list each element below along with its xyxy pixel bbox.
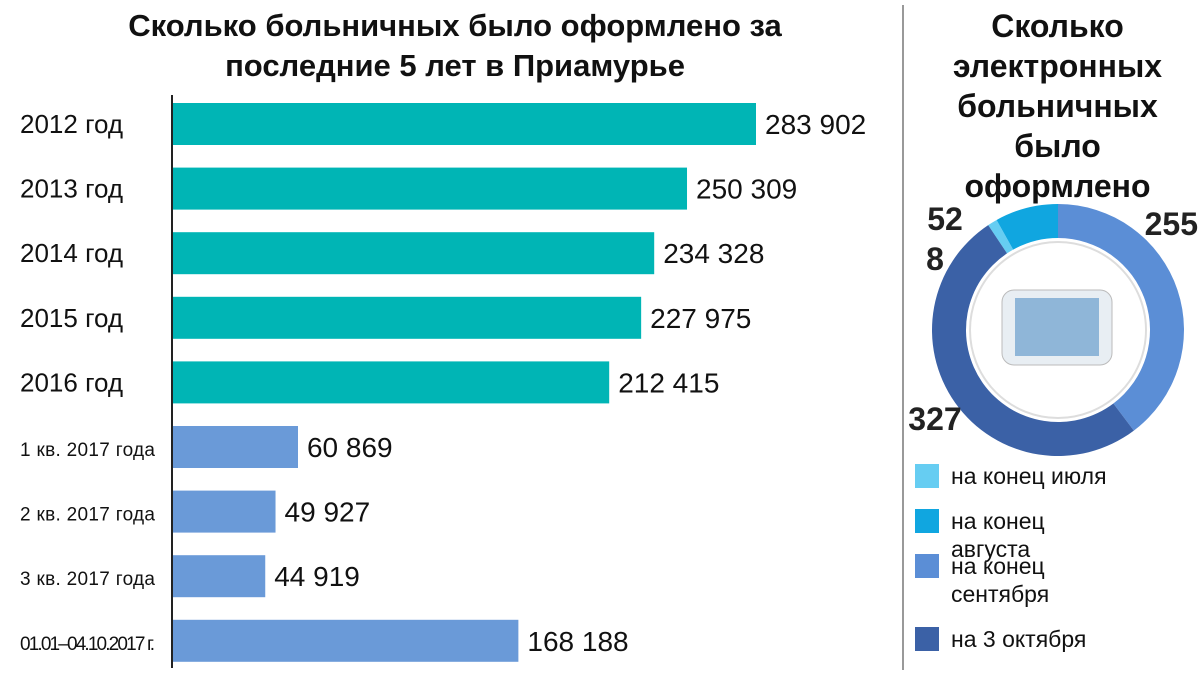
legend-label: на 3 октября xyxy=(951,626,1087,652)
donut-chart-title: Сколько электронных больничных было офор… xyxy=(952,8,1163,204)
legend-item: на конец августа xyxy=(915,507,1111,563)
value-label: 49 927 xyxy=(285,497,371,528)
category-label: 2 кв. 2017 года xyxy=(20,505,155,526)
slice-value-label: 255 xyxy=(1145,206,1198,242)
category-label: 2016 год xyxy=(20,367,123,397)
category-label: 2014 год xyxy=(20,238,123,268)
value-label: 227 975 xyxy=(650,303,751,334)
value-label: 168 188 xyxy=(527,626,628,657)
legend-label: на конец июля xyxy=(951,463,1107,489)
legend-swatch xyxy=(915,627,939,651)
value-label: 283 902 xyxy=(765,109,866,140)
bar xyxy=(173,167,688,210)
value-label: 44 919 xyxy=(274,561,360,592)
category-label: 01.01–04.10.2017 г. xyxy=(20,634,155,655)
legend-item: на конец сентября xyxy=(915,552,1111,608)
value-label: 234 328 xyxy=(663,238,764,269)
bar xyxy=(173,619,519,662)
bar xyxy=(173,361,610,404)
slice-value-label: 327 xyxy=(908,401,961,437)
bar xyxy=(173,490,276,533)
legend-swatch xyxy=(915,509,939,533)
value-label: 212 415 xyxy=(618,367,719,398)
donut-slice xyxy=(1058,204,1184,431)
legend-item: на 3 октября xyxy=(915,625,1111,653)
category-label: 2013 год xyxy=(20,174,123,204)
legend-label: на конец сентября xyxy=(951,553,1050,607)
category-label: 2012 год xyxy=(20,109,123,139)
bar xyxy=(173,426,298,468)
bar-chart-title: Сколько больничных было оформлено за пос… xyxy=(128,8,782,83)
donut-slice xyxy=(988,219,1014,254)
category-label: 2015 год xyxy=(20,303,123,333)
donut-slice xyxy=(996,204,1058,250)
bar xyxy=(173,232,655,275)
category-label: 3 кв. 2017 года xyxy=(20,569,155,590)
legend-label: на конец августа xyxy=(951,508,1045,562)
legend-swatch xyxy=(915,464,939,488)
slice-value-label: 52 xyxy=(927,201,963,237)
donut-slice xyxy=(931,225,1134,457)
tablet-screen xyxy=(1015,298,1099,356)
category-label: 1 кв. 2017 года xyxy=(20,440,155,461)
slice-value-label: 8 xyxy=(926,241,944,277)
value-label: 250 309 xyxy=(696,174,797,205)
legend-swatch xyxy=(915,554,939,578)
bar xyxy=(173,555,266,598)
bar xyxy=(173,103,756,145)
value-label: 60 869 xyxy=(307,432,393,463)
bar xyxy=(173,296,642,339)
legend-item: на конец июля xyxy=(915,462,1111,490)
